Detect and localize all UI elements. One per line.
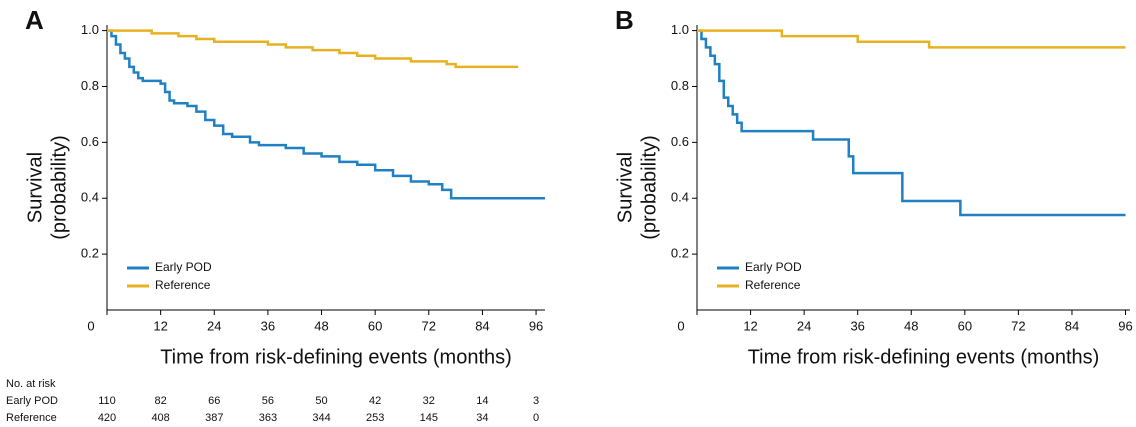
x-tick-label: 96 [1118, 318, 1132, 333]
survival-line [697, 29, 1126, 217]
legend-label: Early POD [745, 260, 802, 274]
y-tick-label: 1.0 [81, 22, 99, 37]
survival-line [697, 29, 1126, 49]
y-tick-label: 0.4 [81, 190, 99, 205]
risk-count: 110 [98, 395, 116, 407]
risk-count: 387 [205, 412, 223, 424]
x-tick-label: 24 [207, 318, 221, 333]
risk-count: 14 [476, 395, 488, 407]
risk-count: 420 [98, 412, 116, 424]
y-tick-label: 0.6 [671, 134, 689, 149]
y-tick-label: 0.4 [671, 190, 689, 205]
risk-count: 82 [155, 395, 167, 407]
x-tick-label: 84 [475, 318, 489, 333]
risk-count: 145 [420, 412, 438, 424]
survival-line [107, 29, 519, 69]
y-axis-label: Survival [24, 152, 46, 223]
risk-count: 253 [366, 412, 384, 424]
y-tick-label: 0.6 [81, 134, 99, 149]
x-tick-label: 0 [87, 318, 94, 333]
x-tick-label: 48 [314, 318, 328, 333]
x-tick-label: 96 [529, 318, 543, 333]
x-tick-label: 12 [153, 318, 167, 333]
x-tick-label: 72 [1011, 318, 1025, 333]
risk-count: 34 [476, 412, 488, 424]
x-axis-label: Time from risk-defining events (months) [748, 346, 1100, 368]
x-tick-label: 48 [904, 318, 918, 333]
y-axis-label: Survival [614, 152, 636, 223]
panel-label: A [25, 5, 44, 35]
x-tick-label: 24 [797, 318, 811, 333]
risk-count: 0 [533, 412, 539, 424]
y-tick-label: 0.8 [671, 78, 689, 93]
risk-count: 408 [151, 412, 169, 424]
risk-count: 363 [259, 412, 277, 424]
risk-count: 50 [315, 395, 327, 407]
risk-count: 42 [369, 395, 381, 407]
y-axis-label: (probability) [638, 135, 660, 239]
risk-row-name: Reference [6, 412, 57, 424]
y-tick-label: 0.2 [671, 246, 689, 261]
risk-count: 56 [262, 395, 274, 407]
panel-label: B [615, 5, 634, 35]
risk-row-name: Early POD [6, 395, 58, 407]
legend-label: Early POD [155, 260, 212, 274]
y-tick-label: 1.0 [671, 22, 689, 37]
risk-count: 66 [208, 395, 220, 407]
x-tick-label: 60 [958, 318, 972, 333]
x-tick-label: 60 [368, 318, 382, 333]
risk-count: 3 [533, 395, 539, 407]
y-tick-label: 0.8 [81, 78, 99, 93]
y-tick-label: 0.2 [81, 246, 99, 261]
x-tick-label: 72 [422, 318, 436, 333]
x-tick-label: 36 [261, 318, 275, 333]
survival-line [107, 29, 545, 200]
legend-label: Reference [745, 278, 801, 292]
y-axis-label: (probability) [48, 135, 70, 239]
x-tick-label: 0 [677, 318, 684, 333]
legend-label: Reference [155, 278, 211, 292]
risk-count: 32 [423, 395, 435, 407]
x-tick-label: 36 [850, 318, 864, 333]
risk-table-title: No. at risk [6, 378, 56, 390]
risk-count: 344 [312, 412, 330, 424]
x-tick-label: 12 [743, 318, 757, 333]
x-tick-label: 84 [1065, 318, 1079, 333]
x-axis-label: Time from risk-defining events (months) [160, 346, 512, 368]
